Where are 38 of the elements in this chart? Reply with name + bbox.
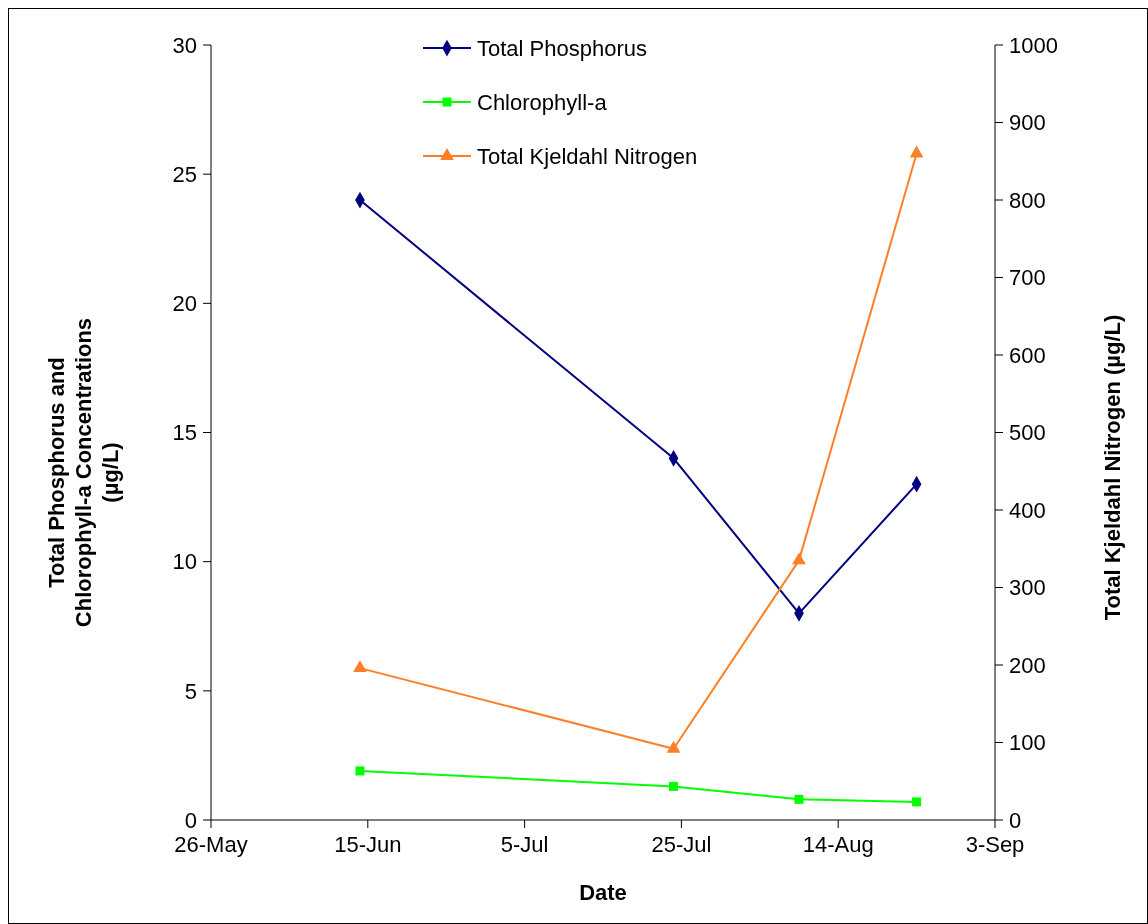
y-tick-label: 30 bbox=[172, 32, 197, 58]
point bbox=[355, 766, 365, 776]
point bbox=[792, 552, 806, 565]
y2-tick-label: 300 bbox=[1009, 575, 1046, 601]
y2-tick-label: 100 bbox=[1009, 730, 1046, 756]
y2-tick-label: 1000 bbox=[1009, 32, 1058, 58]
point bbox=[669, 781, 679, 791]
y2-tick-label: 700 bbox=[1009, 265, 1046, 291]
y2-tick-label: 500 bbox=[1009, 420, 1046, 446]
y2-axis-title: Total Kjeldahl Nitrogen (µg/L) bbox=[1100, 314, 1125, 621]
y-tick-label: 5 bbox=[184, 678, 197, 704]
y2-tick-label: 200 bbox=[1009, 652, 1046, 678]
x-tick-label: 25-Jul bbox=[651, 832, 712, 857]
y-tick-label: 10 bbox=[172, 549, 197, 575]
x-tick-label: 15-Jun bbox=[334, 832, 402, 857]
x-axis-title: Date bbox=[579, 880, 627, 905]
x-tick-label: 14-Aug bbox=[802, 832, 874, 857]
y-axis-title: Total Phosphorus and Chlorophyll-a Concentrations (µg/L) bbox=[44, 317, 123, 628]
point bbox=[912, 797, 922, 807]
y-tick-label: 25 bbox=[172, 161, 197, 187]
point bbox=[353, 660, 367, 673]
y2-tick-label: 400 bbox=[1009, 497, 1046, 523]
y-tick-label: 15 bbox=[172, 420, 197, 446]
point bbox=[666, 740, 681, 753]
point bbox=[794, 794, 804, 804]
point bbox=[909, 145, 924, 158]
x-tick-label: 3-Sep bbox=[965, 832, 1025, 857]
y2-tick-label: 900 bbox=[1009, 110, 1046, 136]
x-tick-label: 5-Jul bbox=[500, 832, 549, 857]
x-tick-label: 26-May bbox=[174, 832, 248, 857]
y-tick-label: 0 bbox=[184, 807, 197, 833]
y-tick-label: 20 bbox=[172, 291, 197, 317]
y2-tick-label: 600 bbox=[1009, 342, 1046, 368]
y2-tick-label: 0 bbox=[1009, 807, 1022, 833]
legend-label: Total Kjeldahl Nitrogen bbox=[477, 143, 698, 169]
legend-label: Total Phosphorus bbox=[477, 35, 647, 61]
y2-tick-label: 800 bbox=[1009, 187, 1046, 213]
legend-label: Chlorophyll-a bbox=[477, 89, 608, 115]
